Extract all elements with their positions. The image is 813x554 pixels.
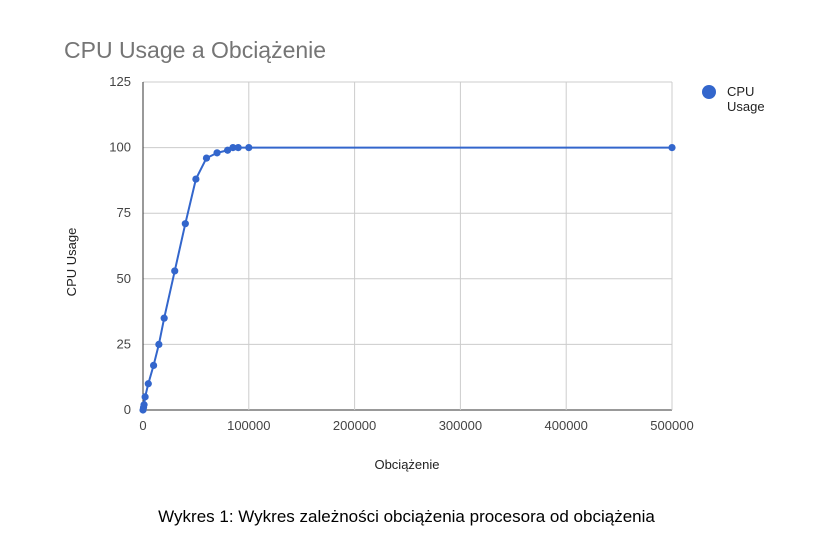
data-point[interactable] — [149, 361, 158, 369]
legend-label: CPU Usage — [727, 84, 765, 114]
x-tick-label: 100000 — [227, 418, 270, 433]
y-tick-label: 75 — [117, 205, 131, 220]
data-point[interactable] — [234, 144, 242, 152]
data-point[interactable] — [181, 220, 189, 228]
cpu-usage-chart: CPU Usage a Obciążenie 0 25 50 75 100 125 0 10… — [64, 37, 765, 472]
data-point[interactable] — [155, 340, 163, 348]
data-point[interactable] — [229, 144, 237, 152]
legend[interactable]: CPU Usage — [702, 84, 765, 114]
data-point[interactable] — [213, 149, 221, 157]
y-tick-labels: 0 25 50 75 100 125 — [109, 74, 131, 417]
data-point[interactable] — [668, 144, 676, 152]
data-point[interactable] — [171, 267, 179, 275]
x-tick-label: 300000 — [439, 418, 482, 433]
x-tick-label: 200000 — [333, 418, 376, 433]
x-tick-label: 400000 — [545, 418, 588, 433]
x-axis-label: Obciążenie — [374, 457, 439, 472]
data-point[interactable] — [140, 401, 148, 409]
y-gridlines — [143, 81, 672, 411]
y-tick-label: 0 — [124, 402, 131, 417]
chart-title: CPU Usage a Obciążenie — [64, 37, 326, 63]
x-tick-labels: 0 100000 200000 300000 400000 500000 — [139, 418, 693, 433]
y-tick-label: 50 — [117, 271, 131, 286]
data-point[interactable] — [141, 393, 149, 401]
figure-caption: Wykres 1: Wykres zależności obciążenia p… — [158, 507, 655, 526]
x-tick-label: 0 — [139, 418, 146, 433]
x-gridlines — [142, 82, 673, 410]
series-layer — [139, 144, 676, 414]
data-point[interactable] — [144, 380, 152, 388]
data-point[interactable] — [202, 154, 211, 162]
legend-marker — [702, 85, 716, 99]
data-point[interactable] — [160, 314, 168, 322]
data-point[interactable] — [192, 175, 200, 183]
x-tick-label: 500000 — [650, 418, 693, 433]
data-point[interactable] — [245, 144, 253, 152]
y-tick-label: 25 — [117, 336, 131, 351]
y-axis-label: CPU Usage — [64, 228, 79, 297]
y-tick-label: 100 — [109, 140, 131, 155]
y-tick-label: 125 — [109, 74, 131, 89]
